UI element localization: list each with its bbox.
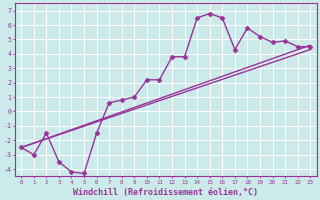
X-axis label: Windchill (Refroidissement éolien,°C): Windchill (Refroidissement éolien,°C) (73, 188, 258, 197)
